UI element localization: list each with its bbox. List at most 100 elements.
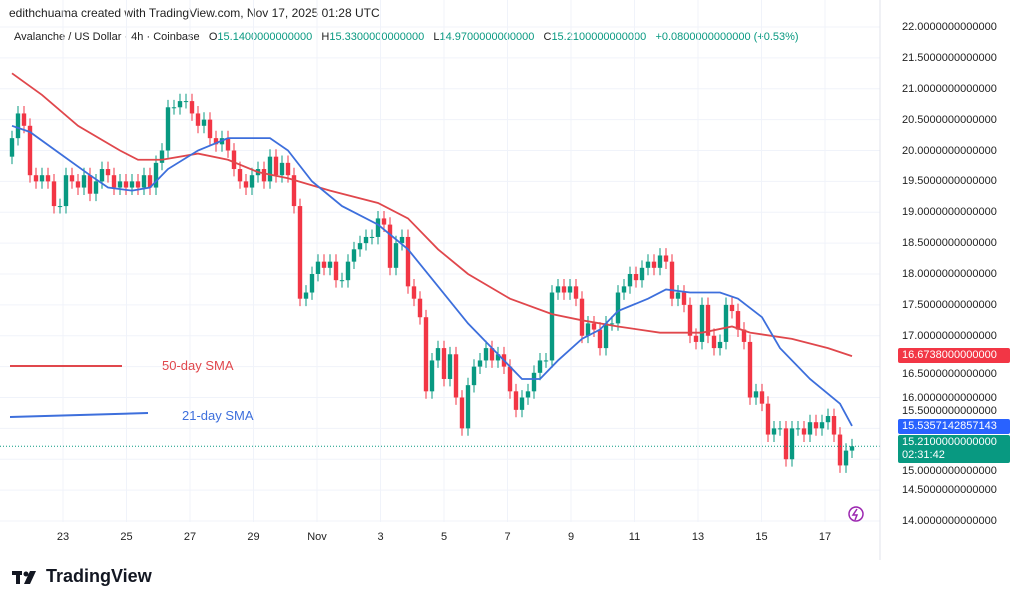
price-tick-label: 14.5000000000000	[902, 484, 997, 497]
candle-body	[621, 286, 627, 293]
candle-body	[399, 236, 405, 244]
candle-body	[525, 391, 531, 398]
candle-body	[189, 101, 195, 114]
candle-body	[45, 175, 51, 182]
price-tick-label: 19.0000000000000	[902, 206, 997, 219]
sma21-annotation: 21-day SMA	[182, 408, 254, 423]
candle-body	[351, 249, 357, 262]
candle-body	[417, 298, 423, 318]
candle-body	[381, 218, 387, 225]
candle-body	[777, 428, 783, 430]
candle-body	[279, 162, 285, 176]
ohlc-legend: Avalanche / US Dollar · 4h · Coinbase O 1…	[14, 31, 799, 43]
candle-body	[75, 181, 81, 188]
candle-body	[201, 119, 207, 126]
candle-body	[393, 243, 399, 268]
candle-body	[177, 101, 183, 108]
candle-body	[147, 175, 153, 188]
last-price: 15.2100000000000	[902, 436, 997, 448]
candle-body	[81, 175, 87, 188]
candle-body	[567, 286, 573, 293]
price-tick-label: 21.5000000000000	[902, 51, 997, 64]
candle-body	[57, 206, 63, 208]
candle-body	[327, 261, 333, 268]
candle-body	[609, 323, 615, 325]
candle-body	[195, 113, 201, 126]
price-tick-label: 15.5000000000000	[902, 405, 997, 417]
lightning-bolt-icon	[851, 508, 859, 521]
candle-body	[249, 175, 255, 188]
candle-body	[819, 422, 825, 429]
candle-body	[225, 138, 231, 151]
candle-body	[627, 274, 633, 287]
candle-body	[69, 175, 75, 182]
time-tick-label: 17	[818, 531, 832, 543]
candle-body	[747, 341, 753, 398]
candle-body	[843, 450, 849, 466]
candle-body	[837, 434, 843, 466]
time-tick-label: 27	[183, 531, 197, 543]
candle-body	[615, 292, 621, 324]
time-tick-label: 23	[56, 531, 70, 543]
sma50-annotation: 50-day SMA	[162, 358, 234, 373]
candle-body	[471, 366, 477, 386]
candle-body	[87, 175, 93, 194]
candle-body	[657, 255, 663, 268]
candle-body	[231, 150, 237, 170]
candle-body	[555, 286, 561, 293]
high-value: 15.3300000000000	[329, 31, 425, 43]
change-value: +0.0800000000000 (+0.53%)	[655, 31, 799, 43]
candle-body	[333, 261, 339, 281]
candle-body	[849, 446, 855, 451]
candle-body	[429, 360, 435, 392]
candle-body	[579, 298, 585, 336]
candle-body	[291, 175, 297, 207]
candle-body	[531, 372, 537, 392]
candle-body	[783, 428, 789, 460]
high-label: H	[321, 31, 330, 43]
time-tick-label: 15	[755, 531, 768, 543]
time-tick-label: 7	[504, 531, 511, 543]
candle-body	[735, 311, 741, 330]
candle-body	[693, 335, 699, 342]
candle-body	[243, 181, 249, 188]
open-label: O	[208, 31, 218, 43]
candle-body	[33, 175, 39, 182]
sma21-annotation-line	[9, 412, 149, 418]
time-tick-label: 3	[377, 531, 384, 543]
candle-body	[705, 304, 711, 336]
bar-countdown: 02:31:42	[902, 449, 945, 461]
candle-body	[387, 224, 393, 268]
sma21-price-tag: 15.5357142857143	[898, 418, 1010, 434]
candle-body	[375, 218, 381, 237]
candle-body	[825, 416, 831, 423]
price-chart[interactable]	[0, 0, 1024, 560]
candle-body	[453, 354, 459, 398]
lightning-icon	[848, 506, 864, 522]
candle-body	[753, 391, 759, 398]
sma50-line	[11, 72, 853, 357]
tradingview-logo[interactable]: TradingView	[12, 566, 152, 587]
candle-body	[459, 397, 465, 429]
candle-body	[675, 292, 681, 299]
logo-text: TradingView	[46, 566, 152, 586]
candle-body	[519, 397, 525, 410]
candle-body	[465, 385, 471, 429]
candle-body	[729, 304, 735, 312]
candle-body	[639, 267, 645, 281]
price-tick-label: 18.0000000000000	[902, 268, 997, 280]
symbol-label[interactable]: Avalanche / US Dollar · 4h · Coinbase	[14, 31, 200, 43]
candle-body	[165, 107, 171, 151]
candle-body	[573, 286, 579, 299]
candle-body	[765, 403, 771, 435]
last-price-tag: 15.2100000000000 02:31:42	[898, 435, 1010, 463]
candle-body	[261, 169, 267, 182]
price-tick-label: 22.0000000000000	[902, 21, 997, 33]
candle-body	[21, 113, 27, 126]
candles	[9, 93, 855, 473]
candle-body	[321, 261, 327, 268]
candle-body	[309, 274, 315, 293]
price-tick-label: 19.5000000000000	[902, 175, 997, 188]
candle-body	[537, 360, 543, 373]
price-tick-label: 20.0000000000000	[902, 144, 997, 157]
